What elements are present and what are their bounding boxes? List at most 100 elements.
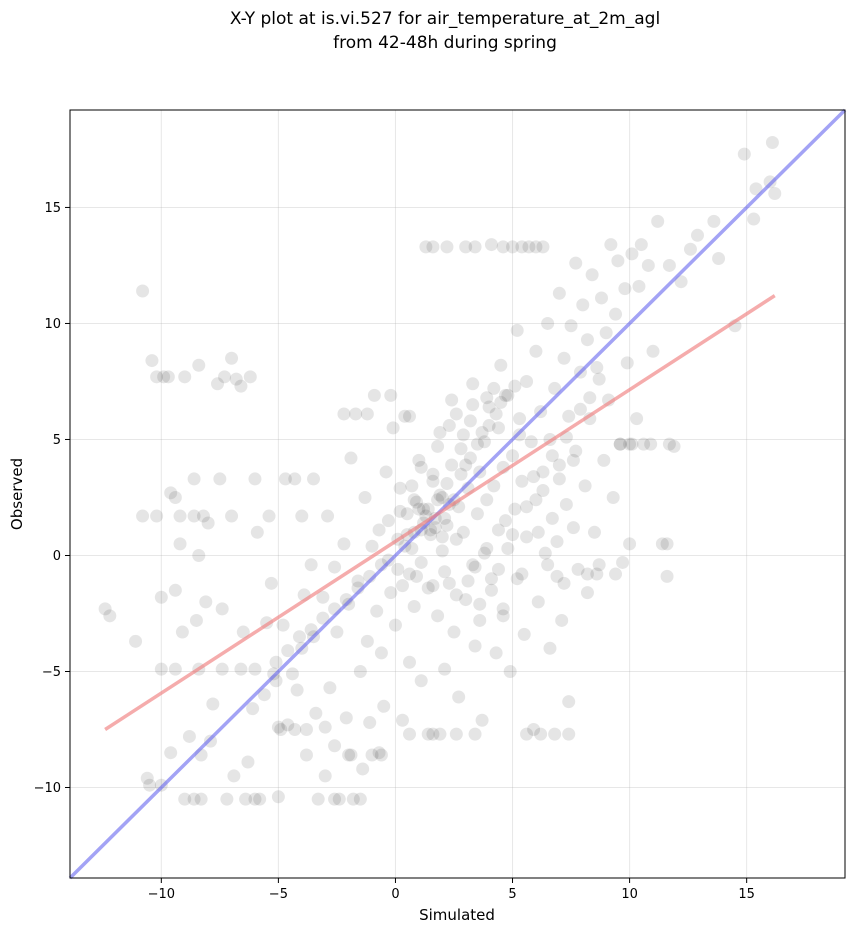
scatter-point	[597, 453, 611, 467]
x-tick-label: 5	[508, 887, 516, 902]
scatter-point	[290, 683, 304, 697]
scatter-point	[541, 558, 555, 572]
x-tick-label: 15	[738, 887, 755, 902]
scatter-point	[491, 523, 505, 537]
scatter-point	[433, 426, 447, 440]
scatter-point	[475, 426, 489, 440]
scatter-point	[480, 391, 494, 405]
scatter-point	[213, 472, 227, 486]
scatter-point	[438, 662, 452, 676]
scatter-point	[456, 525, 470, 539]
scatter-point	[604, 238, 618, 252]
scatter-point	[236, 625, 250, 639]
scatter-point	[381, 514, 395, 528]
scatter-point	[440, 477, 454, 491]
scatter-point	[489, 407, 503, 421]
scatter-point	[403, 655, 417, 669]
scatter-point	[164, 746, 178, 760]
scatter-point	[768, 187, 782, 201]
scatter-point	[365, 539, 379, 553]
x-tick-label: 10	[621, 887, 638, 902]
scatter-point	[552, 286, 566, 300]
scatter-point	[747, 212, 761, 226]
scatter-point	[154, 590, 168, 604]
scatter-point	[168, 583, 182, 597]
scatter-point	[613, 437, 627, 451]
scatter-point	[564, 319, 578, 333]
y-axis-label: Observed	[8, 458, 26, 530]
scatter-point	[395, 713, 409, 727]
regression-line	[104, 294, 776, 731]
scatter-point	[557, 351, 571, 365]
scatter-point	[426, 474, 440, 488]
scatter-point	[566, 521, 580, 535]
scatter-point	[388, 618, 402, 632]
scatter-point	[276, 618, 290, 632]
scatter-point	[426, 579, 440, 593]
scatter-point	[253, 792, 267, 806]
scatter-point	[580, 333, 594, 347]
scatter-point	[468, 727, 482, 741]
scatter-point	[414, 460, 428, 474]
scatter-point	[271, 720, 285, 734]
scatter-point	[220, 792, 234, 806]
scatter-point	[660, 569, 674, 583]
scatter-point	[339, 711, 353, 725]
scatter-point	[435, 530, 449, 544]
scatter-point	[545, 511, 559, 525]
scatter-point	[594, 291, 608, 305]
scatter-point	[491, 421, 505, 435]
scatter-point	[524, 435, 538, 449]
scatter-point	[508, 502, 522, 516]
scatter-point	[438, 511, 452, 525]
scatter-point	[583, 391, 597, 405]
scatter-point	[393, 481, 407, 495]
scatter-point	[494, 395, 508, 409]
scatter-point	[271, 790, 285, 804]
scatter-point	[644, 437, 658, 451]
scatter-point	[199, 595, 213, 609]
scatter-point	[372, 746, 386, 760]
scatter-point	[403, 727, 417, 741]
scatter-point	[651, 214, 665, 228]
scatter-point	[129, 634, 143, 648]
scatter-point	[529, 493, 543, 507]
scatter-point	[356, 762, 370, 776]
scatter-point	[225, 509, 239, 523]
scatter-point	[407, 493, 421, 507]
scatter-point	[168, 662, 182, 676]
scatter-point	[239, 792, 253, 806]
scatter-point	[580, 586, 594, 600]
scatter-point	[562, 409, 576, 423]
x-tick-label: −5	[269, 887, 288, 902]
scatter-point	[351, 574, 365, 588]
scatter-point	[337, 407, 351, 421]
scatter-point	[421, 727, 435, 741]
scatter-point	[248, 472, 262, 486]
scatter-point	[520, 530, 534, 544]
scatter-point	[241, 755, 255, 769]
scatter-point	[543, 641, 557, 655]
scatter-point	[187, 792, 201, 806]
scatter-point	[405, 479, 419, 493]
scatter-point	[424, 528, 438, 542]
scatter-point	[569, 444, 583, 458]
scatter-point	[630, 412, 644, 426]
scatter-point	[618, 282, 632, 296]
scatter-point	[550, 535, 564, 549]
scatter-point	[463, 414, 477, 428]
scatter-point	[328, 560, 342, 574]
scatter-point	[515, 474, 529, 488]
scatter-point	[491, 562, 505, 576]
scatter-point	[384, 586, 398, 600]
scatter-point	[192, 548, 206, 562]
scatter-point	[503, 664, 517, 678]
scatter-point	[506, 528, 520, 542]
scatter-point	[417, 502, 431, 516]
scatter-point	[307, 472, 321, 486]
scatter-point	[299, 723, 313, 737]
scatter-point	[613, 437, 627, 451]
scatter-point	[414, 674, 428, 688]
scatter-point	[562, 727, 576, 741]
scatter-point	[606, 490, 620, 504]
